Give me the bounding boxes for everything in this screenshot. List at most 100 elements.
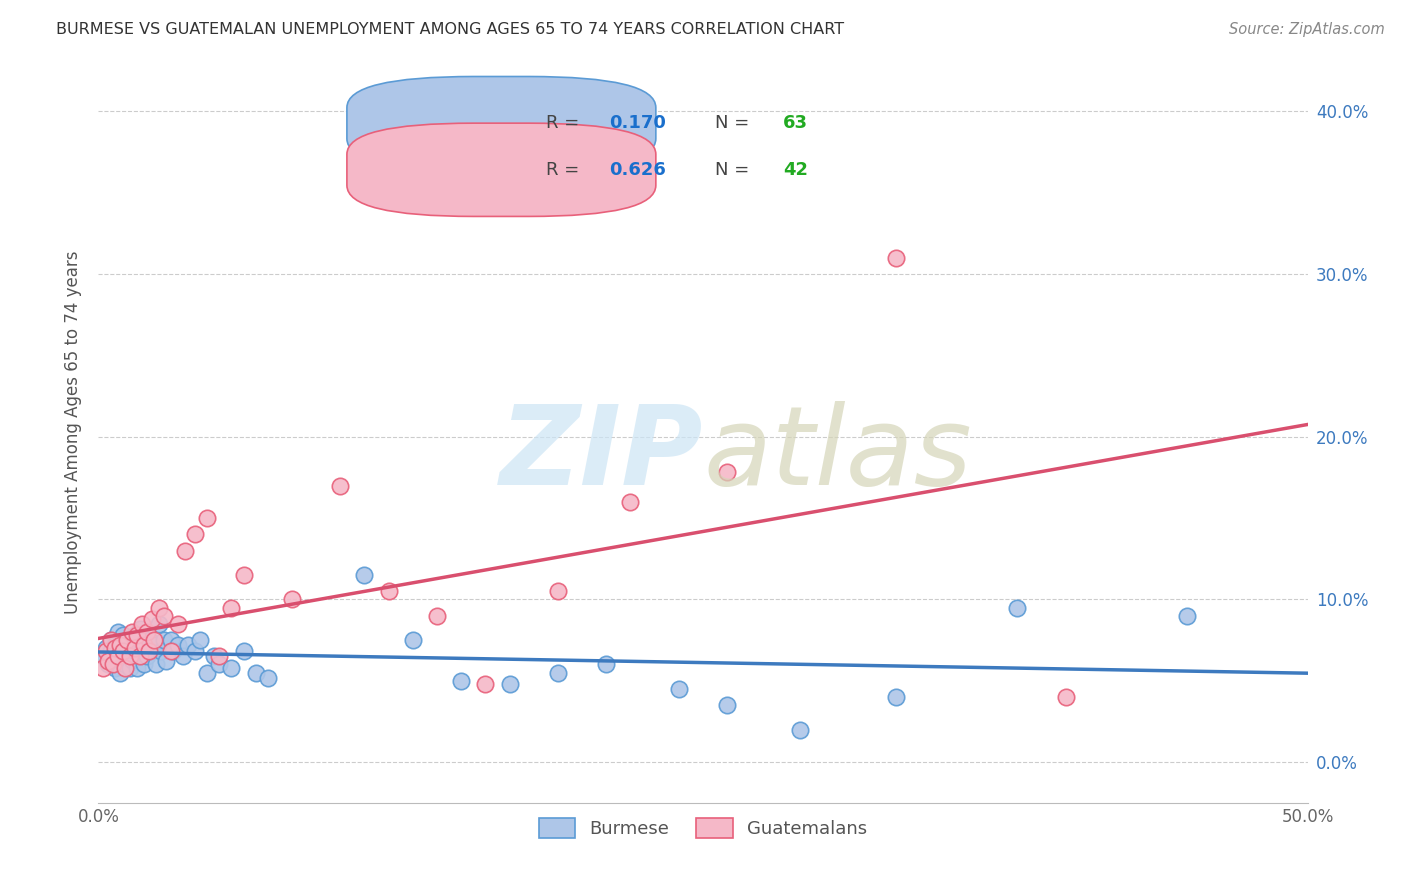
Point bbox=[121, 652, 143, 666]
Point bbox=[353, 568, 375, 582]
Point bbox=[104, 641, 127, 656]
Point bbox=[232, 644, 254, 658]
Point bbox=[547, 584, 569, 599]
Point bbox=[221, 600, 243, 615]
Point bbox=[100, 644, 122, 658]
Point bbox=[114, 661, 136, 675]
Point bbox=[232, 568, 254, 582]
Point bbox=[188, 633, 211, 648]
Point bbox=[138, 644, 160, 658]
Point bbox=[100, 633, 122, 648]
Point bbox=[474, 677, 496, 691]
Point bbox=[101, 657, 124, 672]
Point bbox=[107, 649, 129, 664]
Point bbox=[124, 628, 146, 642]
Point bbox=[135, 624, 157, 639]
Point bbox=[402, 633, 425, 648]
Point bbox=[547, 665, 569, 680]
Point bbox=[121, 624, 143, 639]
Point bbox=[150, 644, 173, 658]
Point bbox=[204, 649, 226, 664]
Y-axis label: Unemployment Among Ages 65 to 74 years: Unemployment Among Ages 65 to 74 years bbox=[65, 251, 83, 615]
Legend: Burmese, Guatemalans: Burmese, Guatemalans bbox=[531, 810, 875, 846]
Point bbox=[208, 649, 231, 664]
Point bbox=[108, 638, 131, 652]
Point bbox=[91, 661, 114, 675]
Point bbox=[377, 584, 399, 599]
Point bbox=[127, 638, 149, 652]
Point bbox=[160, 633, 183, 648]
Point bbox=[1175, 608, 1198, 623]
Point bbox=[111, 644, 134, 658]
Point bbox=[141, 644, 163, 658]
Point bbox=[118, 649, 141, 664]
Point bbox=[195, 511, 218, 525]
Point bbox=[97, 654, 120, 668]
Point bbox=[117, 633, 139, 648]
Point bbox=[107, 624, 129, 639]
Point bbox=[143, 638, 166, 652]
Point bbox=[127, 661, 149, 675]
Point bbox=[160, 644, 183, 658]
Point bbox=[208, 657, 231, 672]
Point bbox=[221, 661, 243, 675]
Point bbox=[195, 665, 218, 680]
Point bbox=[1007, 600, 1029, 615]
Point bbox=[107, 649, 129, 664]
Point bbox=[245, 665, 267, 680]
Point bbox=[104, 638, 127, 652]
Point bbox=[789, 723, 811, 737]
Point bbox=[138, 633, 160, 648]
Text: atlas: atlas bbox=[703, 401, 972, 508]
Point bbox=[184, 644, 207, 658]
Point bbox=[152, 633, 174, 648]
Point bbox=[94, 641, 117, 656]
Point bbox=[162, 644, 184, 658]
Point bbox=[131, 641, 153, 656]
Point bbox=[134, 657, 156, 672]
Point bbox=[886, 251, 908, 265]
Point bbox=[128, 622, 150, 636]
Point bbox=[450, 673, 472, 688]
Point bbox=[595, 657, 617, 672]
Point bbox=[127, 628, 149, 642]
Point bbox=[114, 638, 136, 652]
Point bbox=[619, 495, 641, 509]
Point bbox=[118, 641, 141, 656]
Point bbox=[155, 654, 177, 668]
Point bbox=[886, 690, 908, 704]
Point bbox=[91, 649, 114, 664]
Point bbox=[148, 616, 170, 631]
Point bbox=[1054, 690, 1077, 704]
Text: Source: ZipAtlas.com: Source: ZipAtlas.com bbox=[1229, 22, 1385, 37]
Point bbox=[128, 649, 150, 664]
Point bbox=[256, 671, 278, 685]
Point bbox=[426, 608, 449, 623]
Point bbox=[141, 612, 163, 626]
Point bbox=[152, 608, 174, 623]
Point bbox=[111, 644, 134, 658]
Point bbox=[177, 638, 200, 652]
Point bbox=[716, 466, 738, 480]
Point bbox=[128, 649, 150, 664]
Point bbox=[97, 657, 120, 672]
Point bbox=[104, 661, 127, 675]
Point bbox=[174, 543, 197, 558]
Point bbox=[172, 649, 194, 664]
Point bbox=[716, 698, 738, 713]
Point bbox=[108, 665, 131, 680]
Point bbox=[114, 657, 136, 672]
Point bbox=[100, 633, 122, 648]
Point bbox=[498, 677, 520, 691]
Point bbox=[124, 644, 146, 658]
Point bbox=[101, 654, 124, 668]
Point bbox=[131, 616, 153, 631]
Point bbox=[167, 616, 190, 631]
Point bbox=[145, 657, 167, 672]
Point bbox=[148, 600, 170, 615]
Text: BURMESE VS GUATEMALAN UNEMPLOYMENT AMONG AGES 65 TO 74 YEARS CORRELATION CHART: BURMESE VS GUATEMALAN UNEMPLOYMENT AMONG… bbox=[56, 22, 845, 37]
Point bbox=[281, 592, 304, 607]
Point bbox=[668, 681, 690, 696]
Point bbox=[117, 633, 139, 648]
Point bbox=[94, 644, 117, 658]
